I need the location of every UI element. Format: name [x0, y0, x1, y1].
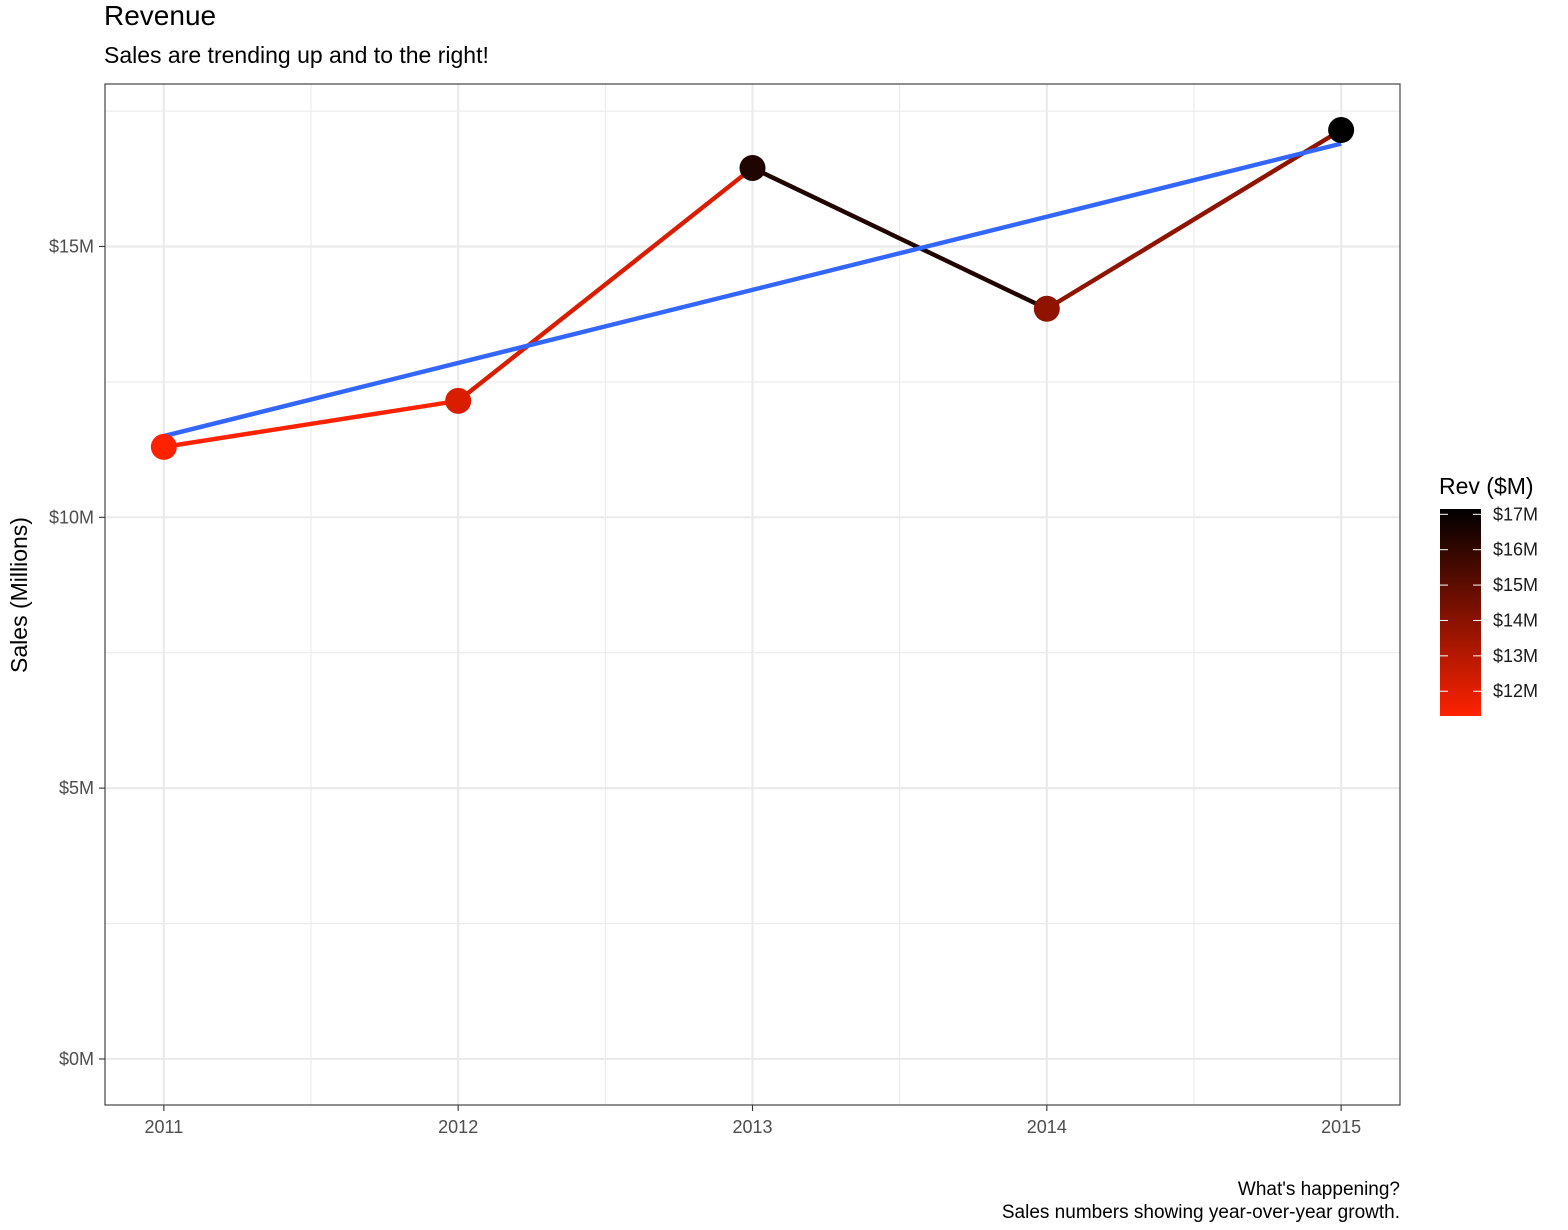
- grid-lines: [105, 84, 1400, 1105]
- data-points: [150, 117, 1355, 460]
- chart-caption: What's happening? Sales numbers showing …: [1002, 1178, 1400, 1224]
- x-tick-label: 2013: [732, 1117, 772, 1137]
- legend-tick-label: $12M: [1493, 681, 1538, 701]
- series-line-segment: [456, 166, 754, 403]
- series-line-segment: [163, 398, 459, 450]
- series-line-layer: [163, 128, 1343, 450]
- y-tick-label: $10M: [49, 507, 94, 527]
- x-tick-label: 2015: [1321, 1117, 1361, 1137]
- chart-title: Revenue: [104, 0, 217, 31]
- series-line-segment: [1045, 128, 1343, 311]
- data-point: [445, 387, 472, 414]
- data-point: [150, 433, 177, 460]
- legend-colorbar: [1440, 509, 1481, 716]
- trend-line-layer: [163, 141, 1342, 439]
- x-tick-label: 2014: [1027, 1117, 1067, 1137]
- legend-tick-label: $15M: [1493, 575, 1538, 595]
- legend-tick-label: $16M: [1493, 540, 1538, 560]
- caption-line-2: Sales numbers showing year-over-year gro…: [1001, 1202, 1400, 1223]
- y-tick-label: $0M: [59, 1049, 94, 1069]
- trend-line: [163, 141, 1342, 439]
- data-point: [739, 154, 766, 181]
- data-point: [1033, 295, 1060, 322]
- legend-tick-label: $13M: [1493, 646, 1538, 666]
- legend-tick-label: $14M: [1493, 610, 1538, 630]
- legend-title: Rev ($M): [1439, 473, 1534, 499]
- x-tick-label: 2012: [438, 1117, 478, 1137]
- chart-subtitle: Sales are trending up and to the right!: [104, 42, 489, 68]
- y-tick-label: $5M: [59, 778, 94, 798]
- series-line-segment: [751, 165, 1048, 311]
- x-tick-label: 2011: [145, 1117, 184, 1137]
- y-tick-label: $15M: [49, 236, 94, 256]
- data-point: [1328, 117, 1355, 144]
- legend: $12M $13M $14M $15M $16M $17M: [1440, 504, 1538, 716]
- y-axis-title: Sales (Millions): [6, 517, 32, 673]
- caption-line-1: What's happening?: [1237, 1179, 1400, 1200]
- legend-tick-label: $17M: [1493, 504, 1538, 524]
- axes: $0M $5M $10M $15M 2011 2012 2013 2014 2015: [49, 236, 1361, 1137]
